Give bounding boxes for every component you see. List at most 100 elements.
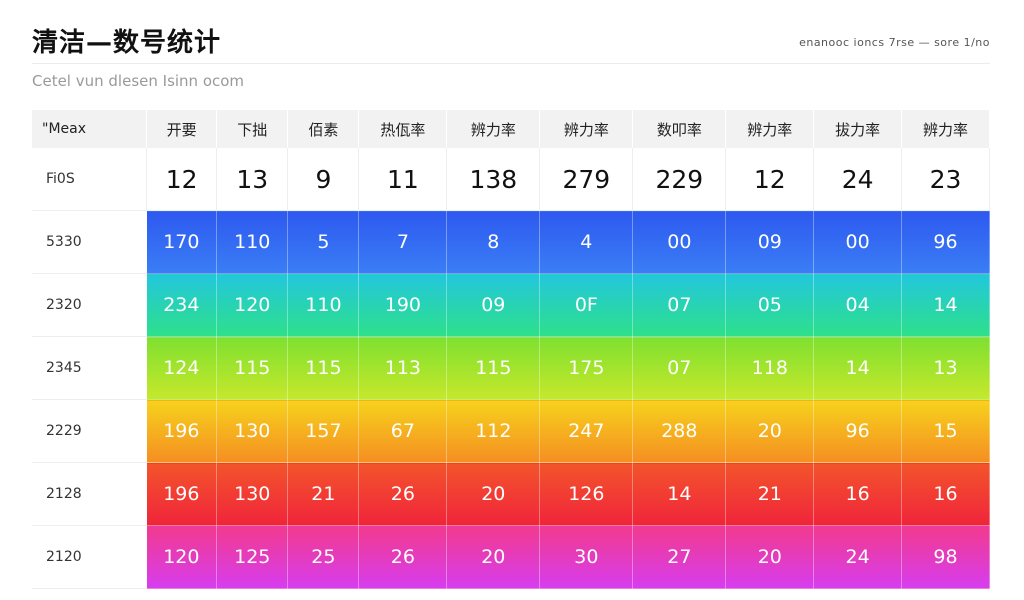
row-label: 2128 xyxy=(32,462,147,526)
row-label: Fi0S xyxy=(32,148,147,211)
table-cell: 190 xyxy=(358,273,448,337)
table-cell: 125 xyxy=(216,525,289,589)
table-row: 5330 170 110 5 7 8 4 00 09 00 96 xyxy=(32,210,990,274)
column-header[interactable]: 佰素 xyxy=(287,110,360,148)
table-cell: 14 xyxy=(813,336,903,400)
table-cell: 26 xyxy=(358,525,448,589)
column-header[interactable]: 数叩率 xyxy=(632,110,727,148)
table-cell: 14 xyxy=(901,273,990,337)
total-cell: 279 xyxy=(539,148,634,211)
header-meta: enanooc ioncs 7rse — sore 1/no xyxy=(799,36,990,49)
table-cell: 0F xyxy=(539,273,634,337)
table-row: 2345 124 115 115 113 115 175 07 118 14 1… xyxy=(32,336,990,400)
table-cell: 20 xyxy=(725,525,815,589)
row-label: 2320 xyxy=(32,273,147,337)
table-cell: 115 xyxy=(446,336,541,400)
stats-table: "Meax 开要 下拙 佰素 热佤率 辨力率 辨力率 数叩率 辨力率 拔力率 辨… xyxy=(32,110,990,589)
table-cell: 126 xyxy=(539,462,634,526)
table-row: 2229 196 130 157 67 112 247 288 20 96 15 xyxy=(32,399,990,463)
table-cell: 00 xyxy=(632,210,727,274)
table-row: 2120 120 125 25 26 20 30 27 20 24 98 xyxy=(32,525,990,589)
table-cell: 20 xyxy=(446,525,541,589)
table-cell: 4 xyxy=(539,210,634,274)
row-label: 2120 xyxy=(32,525,147,589)
table-cell: 120 xyxy=(216,273,289,337)
table-cell: 234 xyxy=(146,273,218,337)
column-header[interactable]: 辨力率 xyxy=(539,110,634,148)
table-cell: 00 xyxy=(813,210,903,274)
table-cell: 67 xyxy=(358,399,448,463)
row-label: 2229 xyxy=(32,399,147,463)
total-cell: 12 xyxy=(725,148,815,211)
column-header[interactable]: 开要 xyxy=(146,110,218,148)
row-label: 5330 xyxy=(32,210,147,274)
table-cell: 05 xyxy=(725,273,815,337)
table-cell: 15 xyxy=(901,399,990,463)
total-cell: 13 xyxy=(216,148,289,211)
page-title: 清洁—数号统计 xyxy=(32,28,222,58)
table-cell: 113 xyxy=(358,336,448,400)
table-cell: 96 xyxy=(813,399,903,463)
table-cell: 124 xyxy=(146,336,218,400)
table-cell: 170 xyxy=(146,210,218,274)
table-cell: 118 xyxy=(725,336,815,400)
table-cell: 07 xyxy=(632,273,727,337)
table-cell: 25 xyxy=(287,525,360,589)
table-row: 2128 196 130 21 26 20 126 14 21 16 16 xyxy=(32,462,990,526)
table-cell: 112 xyxy=(446,399,541,463)
table-cell: 110 xyxy=(216,210,289,274)
total-cell: 9 xyxy=(287,148,360,211)
corner-label: "Meax xyxy=(32,110,147,148)
table-cell: 96 xyxy=(901,210,990,274)
table-cell: 16 xyxy=(901,462,990,526)
column-header[interactable]: 热佤率 xyxy=(358,110,448,148)
table-cell: 120 xyxy=(146,525,218,589)
table-cell: 24 xyxy=(813,525,903,589)
table-cell: 115 xyxy=(216,336,289,400)
table-cell: 288 xyxy=(632,399,727,463)
header-divider xyxy=(32,63,990,64)
table-cell: 247 xyxy=(539,399,634,463)
table-cell: 16 xyxy=(813,462,903,526)
table-cell: 07 xyxy=(632,336,727,400)
column-header[interactable]: 辨力率 xyxy=(725,110,815,148)
table-cell: 7 xyxy=(358,210,448,274)
table-cell: 175 xyxy=(539,336,634,400)
total-cell: 229 xyxy=(632,148,727,211)
table-cell: 21 xyxy=(725,462,815,526)
column-header[interactable]: 拔力率 xyxy=(813,110,903,148)
table-cell: 5 xyxy=(287,210,360,274)
table-cell: 98 xyxy=(901,525,990,589)
table-cell: 04 xyxy=(813,273,903,337)
table-cell: 130 xyxy=(216,462,289,526)
table-cell: 20 xyxy=(446,462,541,526)
table-cell: 13 xyxy=(901,336,990,400)
row-label: 2345 xyxy=(32,336,147,400)
column-header[interactable]: 辨力率 xyxy=(901,110,990,148)
total-cell: 11 xyxy=(358,148,448,211)
table-cell: 14 xyxy=(632,462,727,526)
table-cell: 8 xyxy=(446,210,541,274)
column-header[interactable]: 辨力率 xyxy=(446,110,541,148)
table-row: 2320 234 120 110 190 09 0F 07 05 04 14 xyxy=(32,273,990,337)
table-header-row: "Meax 开要 下拙 佰素 热佤率 辨力率 辨力率 数叩率 辨力率 拔力率 辨… xyxy=(32,110,990,148)
table-cell: 27 xyxy=(632,525,727,589)
total-cell: 12 xyxy=(146,148,218,211)
total-cell: 138 xyxy=(446,148,541,211)
total-row: Fi0S 12 13 9 11 138 279 229 12 24 23 xyxy=(32,148,990,211)
table-cell: 130 xyxy=(216,399,289,463)
table-cell: 157 xyxy=(287,399,360,463)
column-header[interactable]: 下拙 xyxy=(216,110,289,148)
table-cell: 110 xyxy=(287,273,360,337)
table-cell: 30 xyxy=(539,525,634,589)
table-cell: 21 xyxy=(287,462,360,526)
table-cell: 196 xyxy=(146,399,218,463)
table-cell: 26 xyxy=(358,462,448,526)
table-cell: 115 xyxy=(287,336,360,400)
table-cell: 09 xyxy=(446,273,541,337)
page-subtitle: Cetel vun dlesen Isinn ocom xyxy=(32,72,245,90)
table-cell: 196 xyxy=(146,462,218,526)
table-cell: 09 xyxy=(725,210,815,274)
total-cell: 24 xyxy=(813,148,903,211)
total-cell: 23 xyxy=(901,148,990,211)
